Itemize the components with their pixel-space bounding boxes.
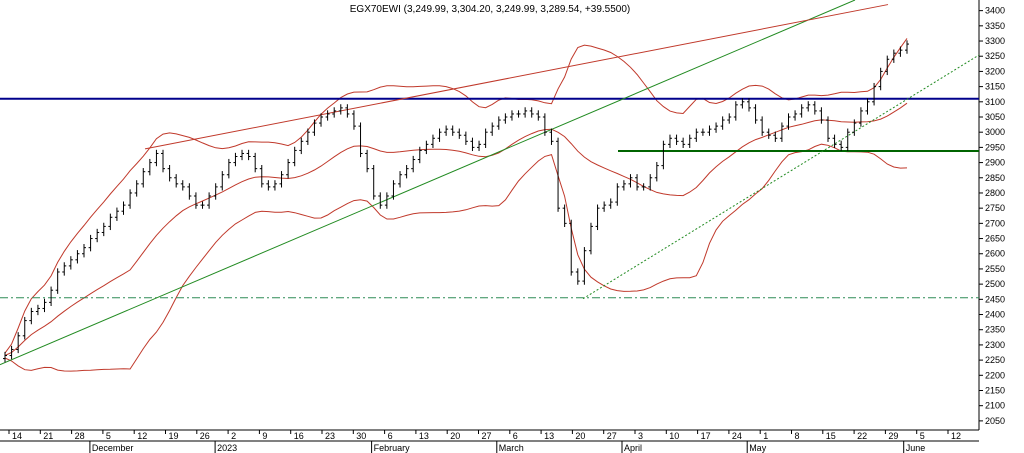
y-tick-label: 2400 xyxy=(985,310,1005,320)
x-tick-label: 22 xyxy=(857,431,867,441)
x-tick-label: 27 xyxy=(607,431,617,441)
y-tick-label: 3200 xyxy=(985,66,1005,76)
x-tick-label: 26 xyxy=(200,431,210,441)
x-tick-label: 17 xyxy=(701,431,711,441)
dotted-trendline xyxy=(582,54,980,300)
uptrend-line xyxy=(0,0,856,366)
upper-channel-line xyxy=(144,4,889,150)
x-tick-label: 15 xyxy=(826,431,836,441)
month-label: June xyxy=(906,443,926,453)
y-tick-label: 2500 xyxy=(985,279,1005,289)
x-tick-label: 20 xyxy=(575,431,585,441)
y-tick-label: 2150 xyxy=(985,385,1005,395)
x-tick-label: 30 xyxy=(356,431,366,441)
x-tick-label: 13 xyxy=(419,431,429,441)
x-tick-label: 27 xyxy=(482,431,492,441)
x-tick-label: 5 xyxy=(106,431,111,441)
y-tick-label: 3350 xyxy=(985,21,1005,31)
x-tick-label: 16 xyxy=(294,431,304,441)
band-upper xyxy=(4,38,908,354)
y-tick-label: 2100 xyxy=(985,401,1005,411)
month-label: February xyxy=(374,443,411,453)
y-tick-label: 3250 xyxy=(985,51,1005,61)
x-tick-label: 20 xyxy=(450,431,460,441)
y-tick-label: 3150 xyxy=(985,82,1005,92)
y-tick-label: 2650 xyxy=(985,234,1005,244)
x-tick-label: 13 xyxy=(544,431,554,441)
y-tick-label: 2250 xyxy=(985,355,1005,365)
y-tick-label: 3100 xyxy=(985,97,1005,107)
y-tick-label: 2950 xyxy=(985,142,1005,152)
y-tick-label: 3300 xyxy=(985,36,1005,46)
y-tick-label: 2850 xyxy=(985,173,1005,183)
band-lower xyxy=(4,143,908,372)
y-tick-label: 2200 xyxy=(985,370,1005,380)
x-tick-label: 23 xyxy=(325,431,335,441)
month-label: December xyxy=(92,443,134,453)
x-tick-label: 14 xyxy=(12,431,22,441)
x-tick-label: 6 xyxy=(513,431,518,441)
x-tick-label: 12 xyxy=(951,431,961,441)
month-label: April xyxy=(624,443,642,453)
x-tick-label: 5 xyxy=(920,431,925,441)
y-tick-label: 2600 xyxy=(985,249,1005,259)
y-tick-label: 2800 xyxy=(985,188,1005,198)
ohlc-bars xyxy=(3,40,909,363)
x-tick-label: 29 xyxy=(888,431,898,441)
month-label: March xyxy=(499,443,524,453)
x-axis-ticks: 14 21 28 5 12 19 26 2 9 16 23 30 6 13 20 27 6 13 20 27 3 10 17… xyxy=(8,430,961,453)
x-tick-label: 10 xyxy=(669,431,679,441)
x-tick-label: 1 xyxy=(763,431,768,441)
y-tick-label: 2900 xyxy=(985,158,1005,168)
month-label: May xyxy=(749,443,767,453)
x-tick-label: 12 xyxy=(137,431,147,441)
y-tick-label: 2300 xyxy=(985,340,1005,350)
y-axis-ticks: 2050 2100 2150 2200 2250 2300 2350 2400 2450 2500… xyxy=(979,6,1005,426)
band-middle xyxy=(4,102,908,356)
y-tick-label: 2050 xyxy=(985,416,1005,426)
x-tick-label: 2 xyxy=(231,431,236,441)
y-tick-label: 3400 xyxy=(985,6,1005,16)
x-tick-label: 3 xyxy=(638,431,643,441)
x-tick-label: 19 xyxy=(169,431,179,441)
chart-title: EGX70EWI (3,249.99, 3,304.20, 3,249.99, … xyxy=(350,4,630,15)
y-tick-label: 2750 xyxy=(985,203,1005,213)
x-tick-label: 24 xyxy=(732,431,742,441)
month-label: 2023 xyxy=(217,443,237,453)
chart-overlays xyxy=(0,0,980,372)
y-tick-label: 2450 xyxy=(985,294,1005,304)
x-tick-label: 28 xyxy=(75,431,85,441)
y-tick-label: 2550 xyxy=(985,264,1005,274)
x-tick-label: 8 xyxy=(795,431,800,441)
x-tick-label: 9 xyxy=(262,431,267,441)
y-tick-label: 2350 xyxy=(985,325,1005,335)
x-tick-label: 6 xyxy=(388,431,393,441)
y-tick-label: 3000 xyxy=(985,127,1005,137)
x-tick-label: 21 xyxy=(43,431,53,441)
y-tick-label: 3050 xyxy=(985,112,1005,122)
y-tick-label: 2700 xyxy=(985,218,1005,228)
